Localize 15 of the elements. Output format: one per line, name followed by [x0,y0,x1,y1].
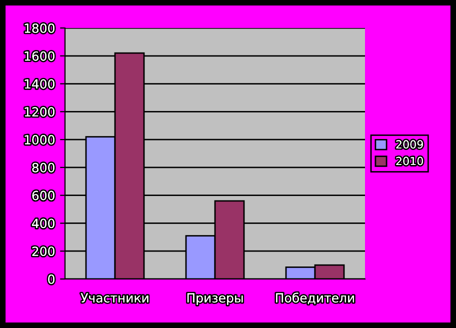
legend-label: 2010 [396,156,423,166]
y-tick-label: 1800 [24,23,54,33]
x-tick-label: Призеры [187,293,243,305]
y-tick-label: 600 [32,190,54,200]
y-tick-label: 200 [32,246,54,256]
y-tick-label: 400 [32,218,54,228]
y-tick-label: 800 [32,162,54,172]
x-tick-label: Участники [80,293,148,303]
x-tick-label: Победители [276,292,354,304]
legend-label: 2009 [396,140,423,149]
y-tick-label: 1000 [24,135,54,144]
y-tick-label: 1400 [24,79,54,89]
y-tick-label: 0 [48,274,54,284]
y-tick-label: 1200 [24,107,54,117]
y-tick-label: 1600 [24,51,54,61]
